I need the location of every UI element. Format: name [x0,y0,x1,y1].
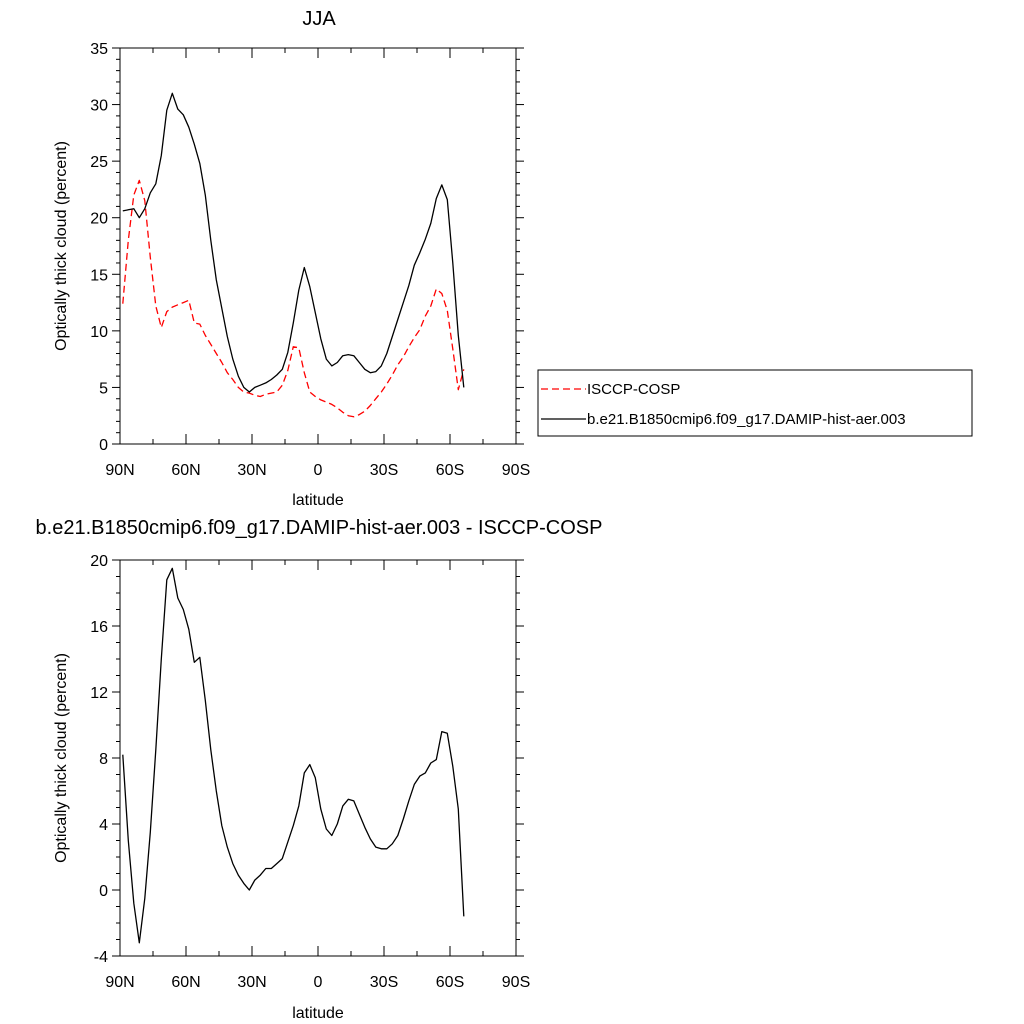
chart-top-series-line-0 [122,179,465,418]
chart-top-y-tick-label: 20 [90,211,108,228]
chart-bottom-ticks: 90N 60N 30N 0 30S 60S 90S -4 0 4 8 12 16 20 [90,553,530,991]
chart-bottom: b.e21.B1850cmip6.f09_g17.DAMIP-hist-aer.… [36,517,603,1022]
chart-top-x-tick-label: 60N [171,462,200,479]
chart-top-x-tick-label: 90N [105,462,134,479]
chart-bottom-frame [119,559,517,957]
chart-bottom-x-axis-label: latitude [292,1005,344,1022]
chart-bottom-series-line-0 [122,567,465,944]
chart-bottom-y-tick-label: 8 [99,751,108,768]
legend: ISCCP-COSP b.e21.B1850cmip6.f09_g17.DAMI… [537,369,973,437]
legend-label-isccp: ISCCP-COSP [587,381,680,398]
chart-top-y-tick-label: 35 [90,41,108,58]
chart-top-y-tick-label: 5 [99,380,108,397]
chart-top-ticks: 90N 60N 30N 0 30S 60S 90S 0 5 10 15 20 25 30 35 [90,41,530,479]
chart-top-y-tick-label: 30 [90,98,108,115]
chart-top-y-axis-label: Optically thick cloud (percent) [53,141,70,351]
chart-top-y-tick-label: 25 [90,154,108,171]
chart-top-y-tick-label: 0 [99,437,108,454]
chart-bottom-y-tick-label: -4 [94,949,108,966]
legend-label-model: b.e21.B1850cmip6.f09_g17.DAMIP-hist-aer.… [587,411,906,428]
chart-top-y-tick-label: 10 [90,324,108,341]
chart-bottom-x-tick-label: 30N [237,974,266,991]
chart-top-x-tick-label: 60S [436,462,464,479]
chart-bottom-x-tick-label: 0 [314,974,323,991]
chart-bottom-title: b.e21.B1850cmip6.f09_g17.DAMIP-hist-aer.… [36,517,603,539]
chart-bottom-x-tick-label: 90N [105,974,134,991]
chart-bottom-x-tick-label: 90S [502,974,530,991]
chart-bottom-y-tick-label: 20 [90,553,108,570]
chart-top-title: JJA [302,8,336,30]
chart-bottom-x-tick-label: 60S [436,974,464,991]
chart-top-x-tick-label: 30S [370,462,398,479]
chart-top-x-tick-label: 0 [314,462,323,479]
chart-bottom-y-tick-label: 4 [99,817,108,834]
chart-bottom-series [122,567,465,944]
chart-bottom-y-tick-label: 0 [99,883,108,900]
chart-top: JJA 90N 60N 30N 0 30S 60S 90S 0 5 10 15 20 25 30 35 la… [53,8,530,509]
chart-top-series [122,92,465,418]
chart-bottom-x-tick-label: 60N [171,974,200,991]
chart-top-series-line-1 [122,92,465,393]
chart-bottom-y-tick-label: 16 [90,619,108,636]
legend-box [537,369,973,437]
chart-bottom-x-tick-label: 30S [370,974,398,991]
chart-bottom-y-axis-label: Optically thick cloud (percent) [53,653,70,863]
chart-top-x-tick-label: 90S [502,462,530,479]
chart-top-y-tick-label: 15 [90,267,108,284]
chart-top-x-tick-label: 30N [237,462,266,479]
chart-top-frame [119,47,517,445]
chart-bottom-y-tick-label: 12 [90,685,108,702]
chart-top-x-axis-label: latitude [292,492,344,509]
